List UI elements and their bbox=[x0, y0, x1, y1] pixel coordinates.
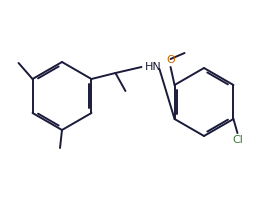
Text: O: O bbox=[166, 55, 175, 65]
Text: Cl: Cl bbox=[232, 135, 243, 145]
Text: HN: HN bbox=[144, 62, 161, 72]
